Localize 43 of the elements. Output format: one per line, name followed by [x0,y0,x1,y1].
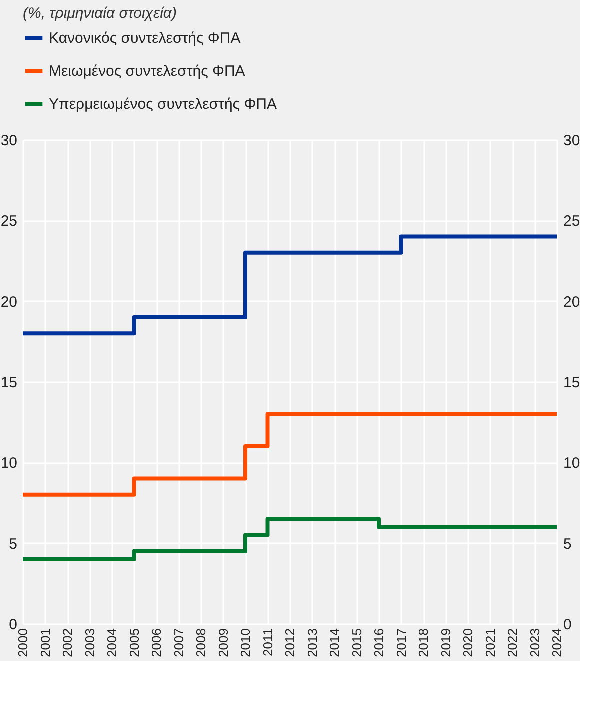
x-tick-label: 2009 [216,628,231,658]
x-tick-label: 2000 [16,628,30,658]
y2-tick-label: 25 [564,213,580,230]
y2-tick-label: 10 [564,455,580,472]
x-tick-label: 2019 [438,628,454,658]
x-tick-label: 2001 [38,628,53,658]
x-tick-label: 2023 [527,628,542,658]
y-tick-label: 5 [9,536,18,553]
y2-tick-label: 30 [564,132,580,150]
x-tick-label: 2014 [327,628,342,658]
y-tick-label: 30 [0,132,18,150]
x-tick-label: 2005 [126,628,142,658]
x-tick-label: 2007 [171,628,186,658]
x-tick-label: 2021 [482,628,498,658]
legend-label: Υπερμειωμένος συντελεστής ΦΠΑ [49,96,278,113]
x-tick-label: 2013 [304,628,320,658]
x-tick-label: 2015 [349,628,364,658]
y2-tick-label: 5 [564,536,572,553]
y-tick-label: 15 [0,374,18,392]
y-tick-label: 25 [0,213,18,230]
x-tick-label: 2017 [394,628,409,658]
x-tick-label: 2011 [260,628,276,656]
x-tick-label: 2022 [505,628,520,658]
x-tick-label: 2002 [60,628,75,658]
y2-tick-label: 0 [564,616,572,634]
x-tick-label: 2006 [149,628,164,658]
y2-tick-label: 20 [564,294,580,311]
chart-title: (%, τριμηνιαία στοιχεία) [23,5,177,22]
y-tick-label: 0 [9,616,18,634]
y-tick-label: 20 [0,294,18,311]
legend-label: Κανονικός συντελεστής ΦΠΑ [49,30,241,47]
legend-label: Μειωμένος συντελεστής ΦΠΑ [49,63,246,80]
x-tick-label: 2020 [460,628,476,658]
x-tick-label: 2008 [194,628,208,658]
y-tick-label: 10 [0,455,18,472]
x-tick-label: 2004 [104,628,120,658]
x-tick-label: 2024 [550,628,564,658]
y2-tick-label: 15 [564,374,580,392]
x-tick-label: 2003 [82,628,98,658]
x-tick-label: 2018 [416,628,431,658]
x-tick-label: 2010 [238,628,253,658]
x-tick-label: 2012 [282,628,298,658]
x-tick-label: 2016 [372,628,386,658]
